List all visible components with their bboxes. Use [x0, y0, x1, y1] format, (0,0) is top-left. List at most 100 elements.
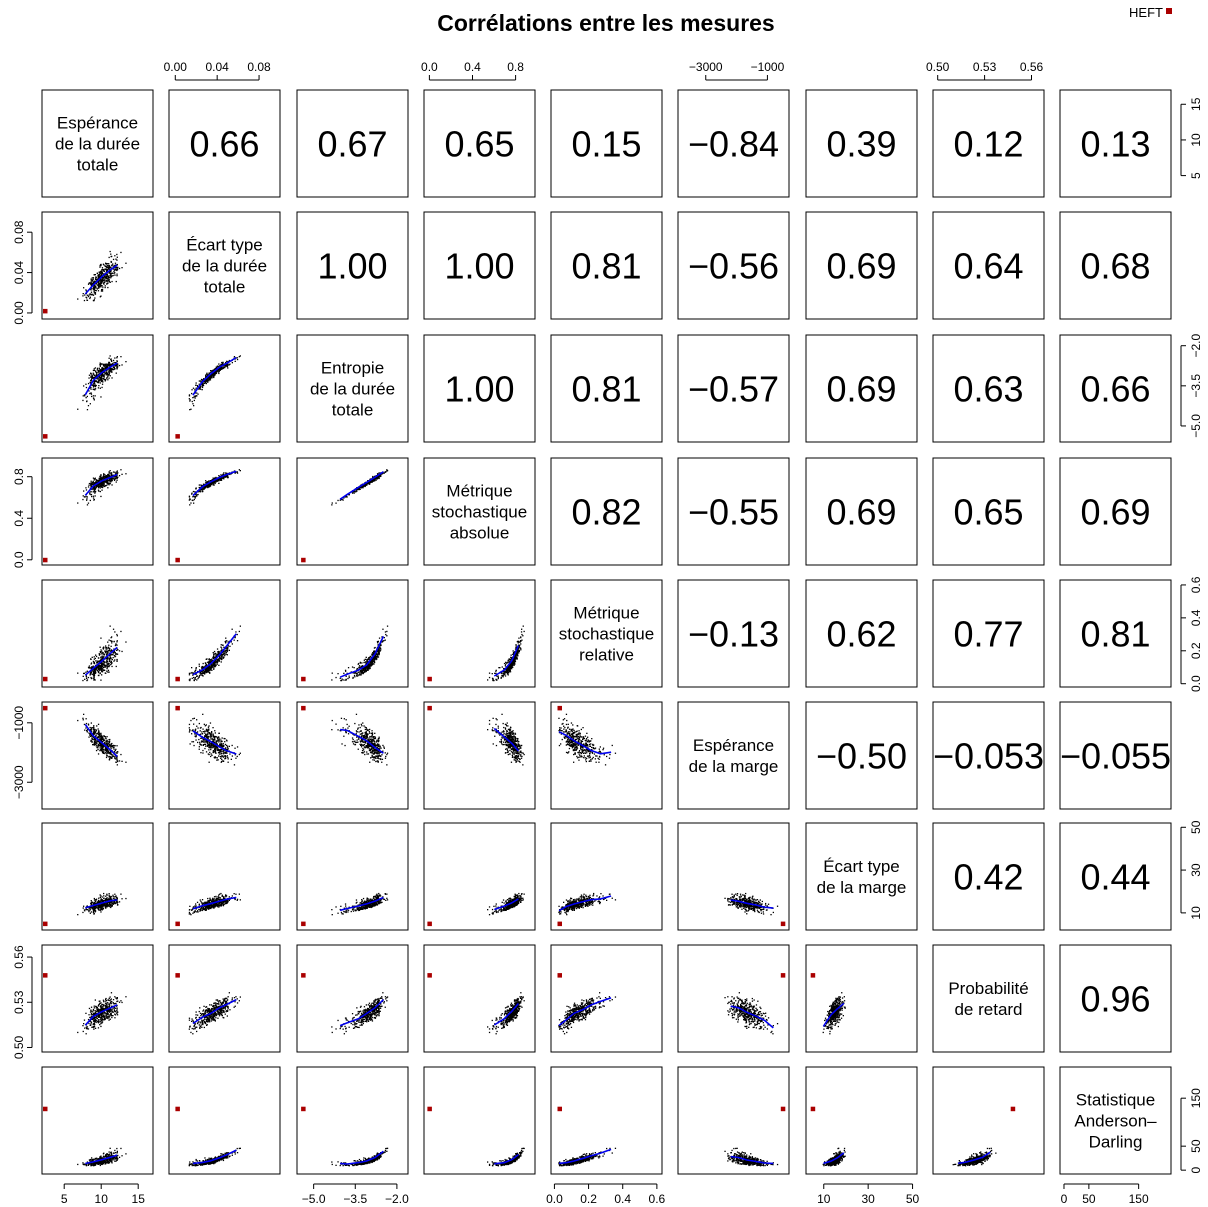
point-5-3-183 [369, 661, 371, 663]
point-4-1-401 [100, 482, 102, 484]
point-4-1-286 [83, 490, 85, 492]
point-2-1-150 [101, 267, 104, 269]
point-5-2-268 [213, 668, 215, 670]
point-5-3-414 [340, 679, 342, 682]
point-4-2-359 [222, 473, 225, 475]
point-3-1-105 [88, 374, 91, 376]
point-3-1-377 [93, 369, 95, 372]
panel-r3-c2 [168, 334, 281, 443]
point-5-1-108 [105, 652, 107, 654]
point-5-3-66 [380, 647, 382, 650]
point-5-3-401 [368, 666, 370, 668]
point-3-1-225 [109, 364, 111, 366]
point-5-3-131 [374, 659, 376, 661]
point-5-2-114 [196, 679, 198, 681]
point-5-3-296 [361, 669, 363, 671]
point-5-4-417 [507, 660, 509, 662]
point-3-2-299 [196, 385, 199, 387]
point-4-1-238 [88, 484, 90, 486]
point-2-1-399 [93, 274, 95, 276]
point-4-1-365 [114, 477, 117, 479]
point-5-1-135 [101, 671, 104, 673]
point-5-3-222 [348, 675, 350, 677]
point-2-1-204 [105, 263, 108, 265]
point-2-1-394 [100, 273, 102, 275]
point-3-1-202 [100, 396, 102, 398]
point-4-1-194 [85, 487, 87, 489]
point-3-2-414 [189, 400, 191, 402]
point-2-1-77 [102, 279, 104, 282]
point-3-2-152 [204, 377, 207, 379]
point-4-1-236 [107, 479, 110, 481]
point-5-2-207 [203, 667, 205, 669]
point-6-2-209 [205, 730, 207, 732]
point-3-1-277 [106, 376, 108, 379]
point-5-1-351 [112, 652, 115, 654]
point-5-1-291 [102, 666, 105, 669]
point-4-1-380 [100, 478, 102, 481]
point-3-1-393 [103, 375, 105, 377]
point-5-3-174 [353, 672, 355, 674]
point-5-4-31 [499, 667, 501, 669]
point-5-4-160 [487, 679, 489, 681]
point-5-1-409 [98, 660, 100, 662]
point-2-1-279 [100, 282, 102, 284]
point-6-2-156 [219, 738, 221, 740]
point-2-1-8 [108, 278, 110, 280]
point-2-1-264 [94, 285, 96, 287]
point-5-3-396 [364, 667, 366, 669]
point-2-1-416 [91, 293, 93, 295]
point-2-1-63 [105, 265, 107, 267]
point-4-1-277 [106, 482, 108, 484]
point-6-1-407 [100, 734, 102, 736]
point-5-3-28 [331, 672, 333, 674]
point-6-1-102 [93, 732, 95, 734]
point-3-1-397 [100, 375, 102, 378]
point-3-1-127 [110, 369, 112, 371]
point-4-2-304 [207, 486, 209, 488]
point-4-1-396 [97, 484, 99, 486]
point-5-1-282 [110, 650, 112, 653]
point-3-1-334 [112, 362, 114, 365]
point-5-1-232 [125, 641, 127, 643]
point-5-2-398 [205, 671, 207, 674]
point-5-3-299 [356, 675, 358, 677]
point-2-1-325 [101, 281, 104, 283]
point-2-1-140 [109, 271, 111, 273]
point-2-1-268 [99, 276, 101, 278]
point-2-1-260 [89, 297, 91, 300]
point-4-1-177 [91, 483, 93, 485]
point-3-1-275 [87, 405, 90, 407]
point-5-4-124 [491, 673, 493, 675]
point-5-2-237 [205, 664, 208, 666]
point-5-4-161 [518, 637, 520, 639]
point-5-1-59 [112, 628, 115, 630]
point-5-1-27 [95, 660, 97, 662]
point-3-2-90 [194, 392, 197, 394]
point-5-3-418 [376, 653, 378, 655]
point-4-1-418 [115, 475, 117, 477]
point-5-1-87 [113, 660, 115, 662]
point-4-1-285 [101, 481, 103, 483]
point-4-3-397 [365, 483, 367, 485]
point-5-1-5 [113, 651, 115, 653]
point-5-4-402 [522, 625, 524, 627]
point-5-1-364 [110, 661, 112, 663]
point-3-1-186 [104, 380, 106, 382]
point-2-1-407 [100, 279, 102, 281]
point-4-1-72 [99, 487, 101, 489]
point-4-1-180 [93, 482, 96, 484]
point-5-4-0 [518, 649, 521, 651]
panel-r1-c3 [296, 89, 409, 198]
point-5-2-362 [200, 672, 202, 674]
corr-value-1-4: 0.65 [444, 124, 514, 165]
point-5-1-277 [106, 666, 108, 669]
point-3-1-124 [89, 403, 91, 405]
point-2-1-370 [98, 271, 100, 273]
point-4-1-17 [93, 491, 95, 493]
point-5-4-76 [518, 645, 520, 647]
point-3-1-388 [103, 369, 105, 371]
point-5-1-225 [109, 656, 111, 658]
point-5-2-269 [221, 657, 223, 660]
point-5-2-223 [201, 670, 203, 672]
